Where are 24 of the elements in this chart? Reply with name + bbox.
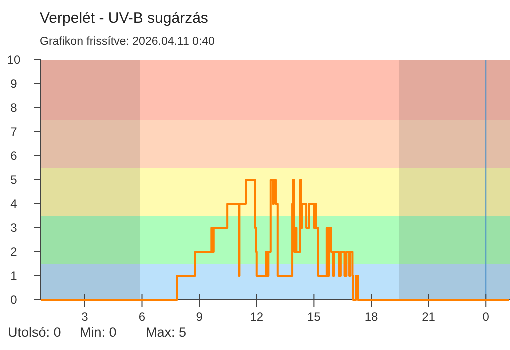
x-tick-label: 6 bbox=[138, 310, 146, 324]
x-tick-label: 0 bbox=[482, 310, 490, 324]
y-tick-label: 2 bbox=[10, 245, 18, 259]
y-tick-label: 9 bbox=[10, 77, 18, 91]
x-tick-label: 3 bbox=[82, 310, 89, 324]
x-tick-label: 18 bbox=[364, 310, 378, 324]
y-tick-label: 6 bbox=[10, 149, 18, 163]
y-tick-label: 4 bbox=[10, 197, 18, 211]
x-tick-label: 15 bbox=[308, 310, 322, 324]
text: Utolsó: 0 bbox=[8, 325, 62, 340]
y-tick-label: 8 bbox=[10, 101, 18, 115]
y-tick-label: 3 bbox=[10, 221, 18, 235]
x-tick-label: 12 bbox=[250, 310, 264, 324]
text: Min: 0 bbox=[80, 325, 117, 340]
x-tick-label: 21 bbox=[422, 310, 436, 324]
x-tick-label: 9 bbox=[196, 310, 204, 324]
y-tick-label: 0 bbox=[10, 293, 18, 307]
y-tick-label: 1 bbox=[10, 269, 18, 283]
chart-subtitle: Grafikon frissítve: 2026.04.11 0:40 bbox=[40, 36, 215, 48]
y-tick-label: 5 bbox=[10, 173, 18, 187]
y-tick-label: 10 bbox=[7, 53, 21, 67]
y-tick-label: 7 bbox=[10, 125, 18, 139]
text: Max: 5 bbox=[146, 325, 187, 340]
chart-title: Verpelét - UV-B sugárzás bbox=[40, 10, 208, 27]
